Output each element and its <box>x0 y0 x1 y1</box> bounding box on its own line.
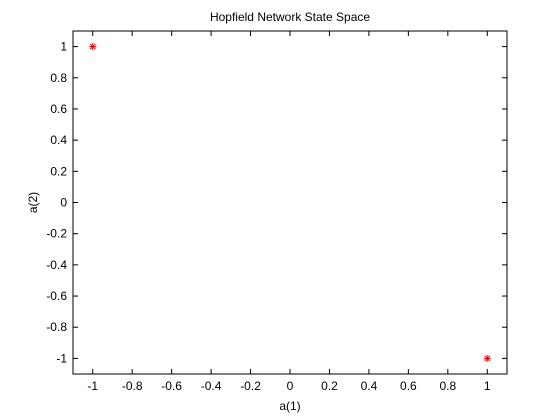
chart-title: Hopfield Network State Space <box>210 10 370 24</box>
x-tick-label: 0 <box>287 379 294 393</box>
x-tick-label: -1 <box>87 379 98 393</box>
y-tick-label: 0.6 <box>50 102 67 116</box>
plot-area <box>72 30 508 375</box>
y-tick-label: -0.8 <box>46 320 67 334</box>
y-tick-label: 0.2 <box>50 164 67 178</box>
y-axis-ticks: -1 -0.8 -0.6 -0.4 -0.2 0 0.2 0.4 0.6 0.8 1 <box>46 40 507 365</box>
x-tick-label: 0.6 <box>400 379 417 393</box>
y-tick-label: 1 <box>60 40 67 54</box>
asterisk-stroke <box>484 355 491 362</box>
asterisk-stroke <box>89 43 96 50</box>
data-points <box>89 43 491 362</box>
x-tick-label: 0.8 <box>439 379 456 393</box>
x-tick-label: -0.6 <box>161 379 182 393</box>
x-tick-label: 0.4 <box>361 379 378 393</box>
y-tick-label: 0.4 <box>50 133 67 147</box>
y-tick-label: -0.4 <box>46 258 67 272</box>
y-tick-label: -1 <box>56 351 67 365</box>
y-tick-label: -0.2 <box>46 227 67 241</box>
y-axis-label: a(2) <box>26 192 40 213</box>
data-point <box>89 43 97 51</box>
data-point <box>483 354 491 362</box>
x-tick-label: -0.8 <box>122 379 143 393</box>
y-tick-label: -0.6 <box>46 289 67 303</box>
x-tick-label: -0.4 <box>201 379 222 393</box>
y-tick-label: 0.8 <box>50 71 67 85</box>
x-tick-label: 0.2 <box>321 379 338 393</box>
x-tick-label: -0.2 <box>240 379 261 393</box>
x-axis-ticks: -1 -0.8 -0.6 -0.4 -0.2 0 0.2 0.4 0.6 0.8 1 <box>87 31 491 393</box>
x-axis-label: a(1) <box>279 399 300 413</box>
x-tick-label: 1 <box>484 379 491 393</box>
y-tick-label: 0 <box>60 196 67 210</box>
